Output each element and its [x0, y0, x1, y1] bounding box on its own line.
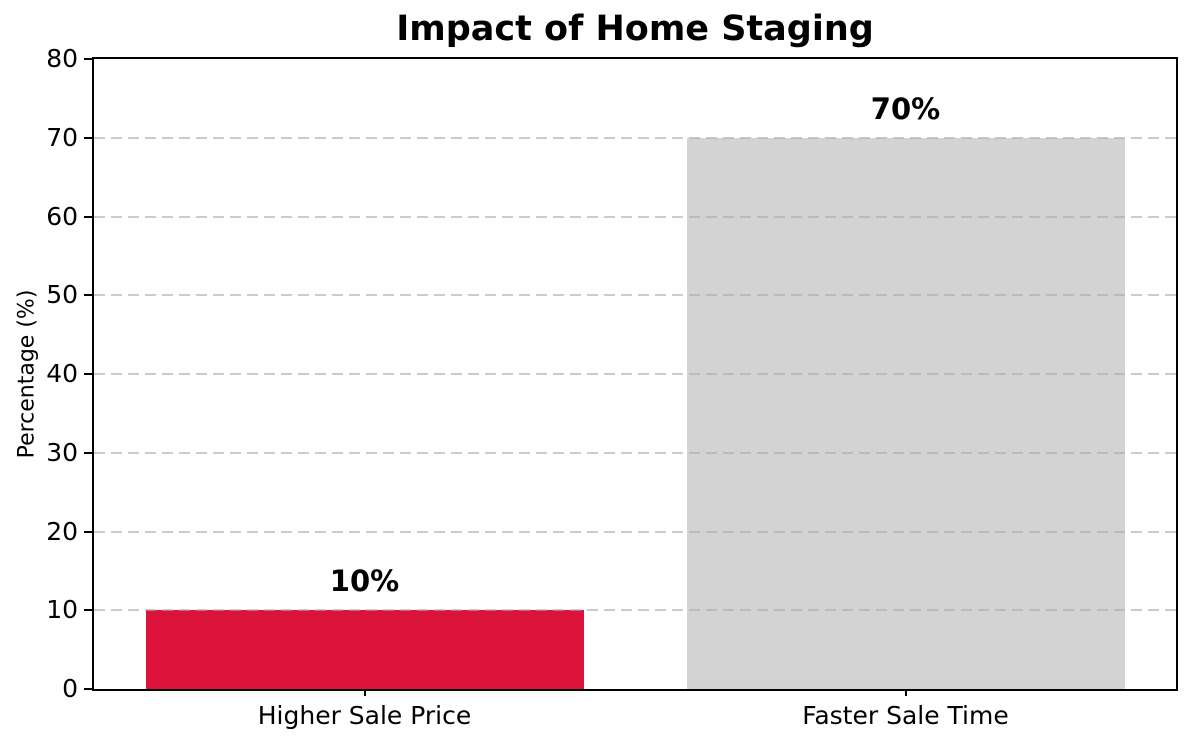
y-tick-label: 10 [46, 595, 78, 625]
x-tick-label: Higher Sale Price [257, 701, 472, 730]
chart-title: Impact of Home Staging [396, 9, 874, 49]
y-tick-label: 80 [46, 44, 78, 73]
bar-value-label: 10% [329, 564, 400, 599]
y-tick-mark [84, 688, 92, 690]
plot-area: 10% 70% [92, 57, 1178, 691]
y-tick-mark [84, 530, 92, 533]
y-tick-mark [84, 136, 92, 139]
y-tick-mark [84, 373, 92, 375]
gridline [94, 294, 1176, 297]
gridline [94, 530, 1176, 533]
y-tick-label: 60 [46, 201, 78, 231]
y-tick-label: 30 [46, 437, 78, 467]
x-tick-mark [904, 689, 907, 696]
gridline [94, 215, 1176, 218]
x-tick-label: Faster Sale Time [802, 701, 1009, 730]
y-tick-mark [84, 451, 92, 454]
bar [686, 137, 1125, 689]
gridline [94, 609, 1176, 612]
gridline [94, 373, 1176, 375]
gridline [94, 136, 1176, 139]
y-tick-label: 20 [46, 516, 78, 546]
y-tick-label: 70 [46, 122, 78, 152]
bar-value-label: 70% [870, 91, 941, 126]
y-tick-label: 40 [46, 359, 78, 388]
x-tick-mark [363, 689, 366, 696]
bar [145, 610, 584, 689]
gridline [94, 451, 1176, 454]
y-tick-mark [84, 609, 92, 612]
y-tick-mark [84, 215, 92, 218]
y-tick-label: 0 [62, 674, 78, 703]
y-tick-mark [84, 294, 92, 297]
y-tick-label: 50 [46, 280, 78, 310]
y-tick-mark [84, 58, 92, 60]
